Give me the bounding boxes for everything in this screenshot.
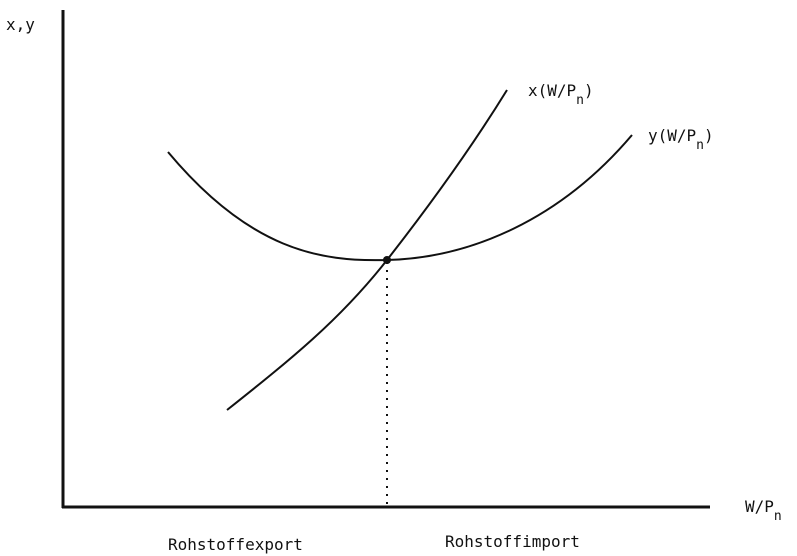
label-close: ) [704, 126, 714, 145]
equilibrium-point [383, 256, 391, 264]
x-curve [226, 89, 508, 411]
x-axis-label: W/Pn [745, 497, 782, 524]
label-main: W/P [745, 497, 774, 516]
label-sub: n [774, 509, 782, 524]
region-label: Rohstoffexport [168, 535, 303, 554]
curve-label: x(W/Pn) [528, 81, 594, 108]
label-sub: n [576, 93, 584, 108]
y-curve [167, 134, 633, 262]
label-main: x(W/P [528, 81, 576, 100]
curve-label: y(W/Pn) [648, 126, 714, 153]
label-main: y(W/P [648, 126, 696, 145]
label-sub: n [696, 138, 704, 153]
region-label: Rohstoffimport [445, 532, 580, 551]
label-close: ) [584, 81, 594, 100]
y-axis-label: x,y [6, 15, 35, 34]
